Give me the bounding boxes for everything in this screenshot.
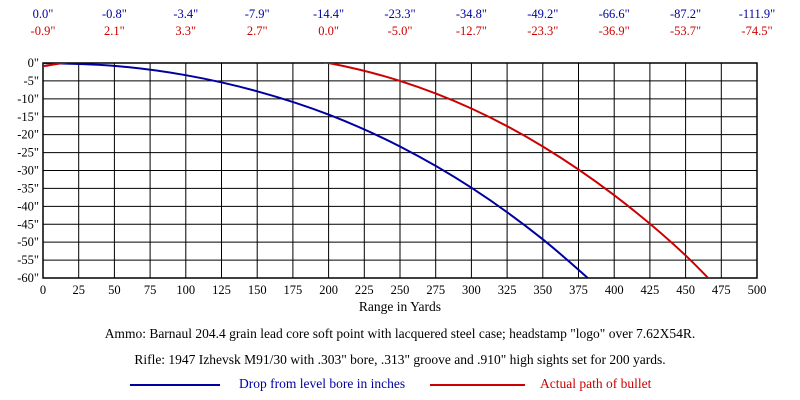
legend-drop-swatch	[130, 384, 220, 386]
x-tick-label: 250	[391, 283, 410, 297]
x-tick-label: 125	[212, 283, 231, 297]
x-axis-title: Range in Yards	[359, 299, 441, 314]
x-tick-label: 150	[248, 283, 267, 297]
ammo-note: Ammo: Barnaul 204.4 grain lead core soft…	[104, 326, 696, 341]
legend-drop-label: Drop from level bore in inches	[239, 376, 406, 391]
rifle-note: Rifle: 1947 Izhevsk M91/30 with .303" bo…	[134, 352, 666, 367]
x-tick-label: 25	[72, 283, 85, 297]
path-value-label: -0.9"	[31, 24, 56, 38]
path-value-label: 2.1"	[104, 24, 125, 38]
x-tick-label: 0	[40, 283, 46, 297]
path-value-label: -74.5"	[741, 24, 772, 38]
y-tick-label: -50"	[17, 235, 39, 249]
x-tick-label: 300	[462, 283, 481, 297]
x-tick-label: 75	[144, 283, 157, 297]
x-tick-label: 50	[108, 283, 121, 297]
drop-value-label: -66.6"	[599, 7, 630, 21]
y-tick-label: -15"	[17, 110, 39, 124]
y-tick-label: -35"	[17, 181, 39, 195]
y-tick-label: -40"	[17, 199, 39, 213]
path-value-label: 2.7"	[247, 24, 268, 38]
y-tick-label: -10"	[17, 92, 39, 106]
drop-value-label: -34.8"	[456, 7, 487, 21]
y-tick-label: -30"	[17, 164, 39, 178]
legend-path-label: Actual path of bullet	[540, 376, 652, 391]
drop-value-label: -87.2"	[670, 7, 701, 21]
y-tick-label: -60"	[17, 271, 39, 285]
path-value-label: 0.0"	[318, 24, 339, 38]
y-tick-label: -20"	[17, 128, 39, 142]
path-value-label: -12.7"	[456, 24, 487, 38]
y-tick-label: -45"	[17, 217, 39, 231]
ballistics-chart: 0 25 50 75 100 125 150 175 200 225 250 275 300 325 350…	[17, 7, 775, 314]
drop-value-label: -111.9"	[739, 7, 775, 21]
x-tick-label: 400	[605, 283, 624, 297]
series-line-path	[43, 63, 710, 278]
x-tick-label: 175	[284, 283, 303, 297]
y-tick-label: -55"	[17, 253, 39, 267]
path-value-label: 3.3"	[175, 24, 196, 38]
x-tick-label: 225	[355, 283, 374, 297]
path-value-label: -36.9"	[599, 24, 630, 38]
drop-value-label: -23.3"	[384, 7, 415, 21]
x-tick-label: 350	[533, 283, 552, 297]
series-line-drop	[43, 63, 590, 278]
y-tick-label: 0"	[28, 56, 39, 70]
x-tick-label: 275	[426, 283, 445, 297]
drop-value-label: -0.8"	[102, 7, 127, 21]
y-tick-label: -5"	[23, 74, 39, 88]
legend: Drop from level bore in inches Actual pa…	[0, 375, 800, 395]
x-tick-label: 200	[319, 283, 338, 297]
path-value-label: -23.3"	[527, 24, 558, 38]
x-tick-label: 100	[176, 283, 195, 297]
x-tick-label: 475	[712, 283, 731, 297]
plot-frame	[42, 62, 758, 279]
legend-path-swatch	[430, 384, 525, 386]
y-tick-label: -25"	[17, 146, 39, 160]
drop-value-label: 0.0"	[33, 7, 54, 21]
path-value-label: -53.7"	[670, 24, 701, 38]
x-tick-label: 425	[641, 283, 660, 297]
drop-value-label: -3.4"	[173, 7, 198, 21]
x-tick-label: 325	[498, 283, 517, 297]
x-tick-label: 450	[676, 283, 695, 297]
drop-value-label: -7.9"	[245, 7, 270, 21]
path-value-label: -5.0"	[388, 24, 413, 38]
drop-value-label: -14.4"	[313, 7, 344, 21]
drop-value-label: -49.2"	[527, 7, 558, 21]
x-tick-label: 500	[748, 283, 767, 297]
x-tick-label: 375	[569, 283, 588, 297]
